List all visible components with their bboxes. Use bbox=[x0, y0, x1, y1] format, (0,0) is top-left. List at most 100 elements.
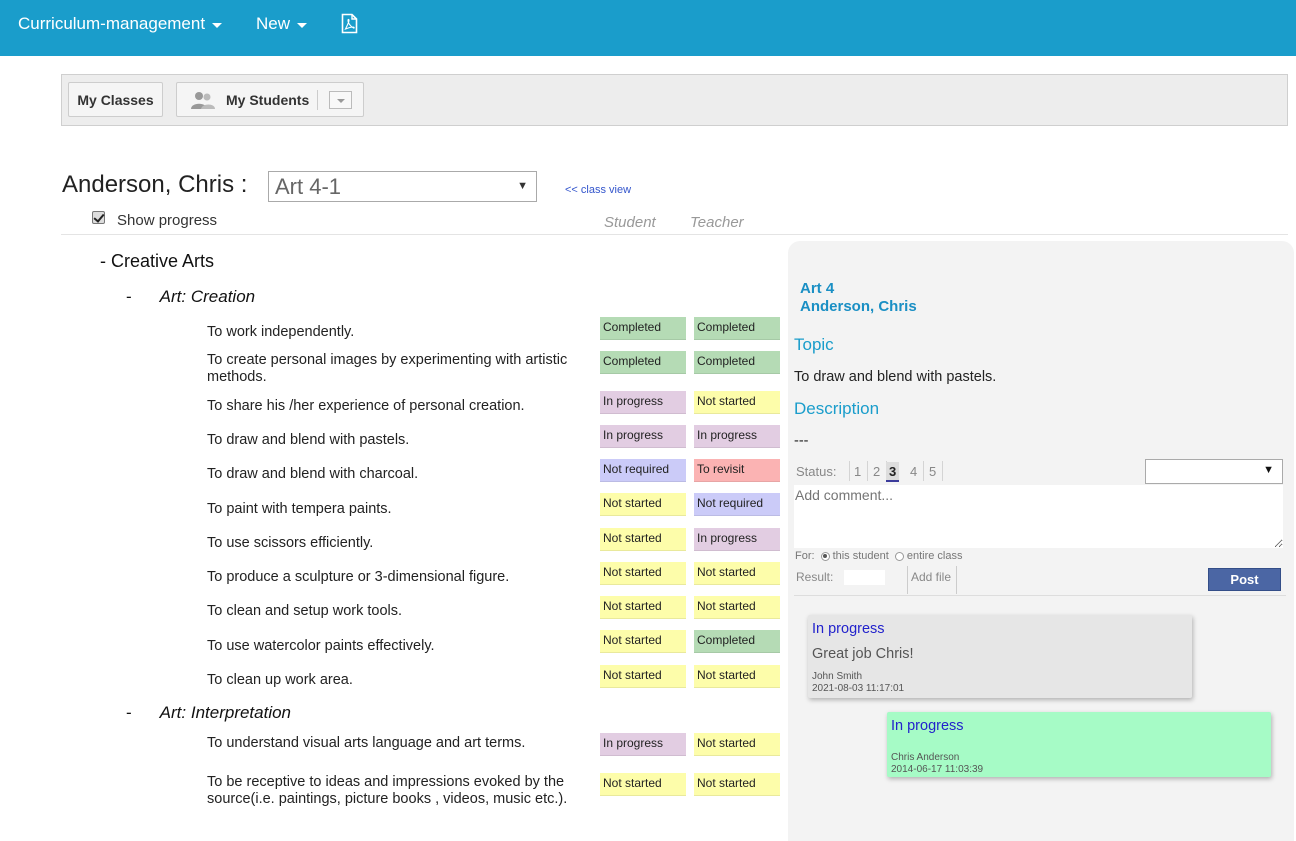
objective-text[interactable]: To use watercolor paints effectively. bbox=[207, 638, 435, 654]
student-status-badge[interactable]: Not started bbox=[600, 665, 686, 688]
show-progress-toggle[interactable]: Show progress bbox=[92, 211, 218, 229]
comment-card: In progress Great job Chris! John Smith … bbox=[808, 615, 1192, 698]
teacher-status-badge[interactable]: To revisit bbox=[694, 459, 780, 482]
panel-student-name: Anderson, Chris bbox=[800, 298, 917, 315]
status-select[interactable] bbox=[1145, 459, 1283, 484]
people-icon bbox=[191, 91, 215, 113]
student-status-badge[interactable]: Completed bbox=[600, 351, 686, 374]
divider bbox=[867, 461, 868, 481]
divider bbox=[61, 234, 1288, 235]
new-menu-label: New bbox=[256, 14, 291, 33]
category-creative-arts[interactable]: - Creative Arts bbox=[100, 251, 215, 271]
post-button[interactable]: Post bbox=[1208, 568, 1281, 591]
objective-text[interactable]: To clean and setup work tools. bbox=[207, 603, 403, 619]
status-level-1[interactable]: 1 bbox=[854, 464, 862, 479]
student-status-badge[interactable]: Not started bbox=[600, 773, 686, 796]
students-dropdown-toggle[interactable] bbox=[329, 91, 352, 109]
teacher-status-badge[interactable]: Not started bbox=[694, 596, 780, 619]
student-status-badge[interactable]: Completed bbox=[600, 317, 686, 340]
student-status-badge[interactable]: Not started bbox=[600, 562, 686, 585]
teacher-status-badge[interactable]: Not started bbox=[694, 733, 780, 756]
description-heading: Description bbox=[794, 399, 880, 418]
student-status-badge[interactable]: Not required bbox=[600, 459, 686, 482]
caret-down-icon bbox=[297, 22, 308, 28]
this-student-label: this student bbox=[832, 550, 889, 562]
comment-timestamp: 2021-08-03 11:17:01 bbox=[812, 683, 905, 694]
comment-author: John Smith bbox=[812, 671, 863, 682]
comment-audience: For: this student entire class bbox=[795, 550, 962, 562]
student-status-badge[interactable]: Not started bbox=[600, 630, 686, 653]
comment-author: Chris Anderson bbox=[891, 752, 960, 763]
student-status-badge[interactable]: In progress bbox=[600, 733, 686, 756]
show-progress-label: Show progress bbox=[117, 212, 218, 229]
entire-class-label: entire class bbox=[906, 550, 963, 562]
objective-text[interactable]: To be receptive to ideas and impressions… bbox=[207, 774, 568, 807]
student-status-badge[interactable]: Not started bbox=[600, 596, 686, 619]
my-classes-button[interactable]: My Classes bbox=[68, 82, 163, 117]
description-text: --- bbox=[794, 433, 809, 449]
teacher-column-header: Teacher bbox=[690, 214, 744, 231]
student-status-badge[interactable]: In progress bbox=[600, 425, 686, 448]
divider bbox=[942, 461, 943, 481]
teacher-status-badge[interactable]: Completed bbox=[694, 351, 780, 374]
topic-heading: Topic bbox=[794, 335, 834, 354]
pdf-file-icon[interactable] bbox=[341, 13, 358, 39]
student-column-header: Student bbox=[604, 214, 656, 231]
comment-status: In progress bbox=[891, 718, 964, 734]
teacher-status-badge[interactable]: Not started bbox=[694, 773, 780, 796]
divider bbox=[849, 461, 850, 481]
divider bbox=[794, 595, 1286, 596]
objective-text[interactable]: To understand visual arts language and a… bbox=[207, 735, 526, 751]
objective-text[interactable]: To clean up work area. bbox=[207, 672, 353, 688]
radio-this-student[interactable] bbox=[820, 551, 830, 561]
objective-text[interactable]: To share his /her experience of personal… bbox=[207, 398, 525, 414]
teacher-status-badge[interactable]: Not started bbox=[694, 665, 780, 688]
teacher-status-badge[interactable]: Not started bbox=[694, 562, 780, 585]
status-level-5[interactable]: 5 bbox=[929, 464, 937, 479]
objective-text[interactable]: To use scissors efficiently. bbox=[207, 535, 374, 551]
class-view-link[interactable]: << class view bbox=[565, 184, 632, 196]
my-students-button[interactable]: My Students bbox=[176, 82, 364, 117]
objective-text[interactable]: To paint with tempera paints. bbox=[207, 501, 392, 517]
status-level-4[interactable]: 4 bbox=[910, 464, 918, 479]
subcategory-title: Art: Interpretation bbox=[159, 703, 292, 722]
collapse-dash[interactable]: - bbox=[126, 703, 132, 722]
panel-class-title: Art 4 bbox=[800, 280, 835, 297]
student-name-heading: Anderson, Chris : bbox=[62, 171, 248, 198]
collapse-dash[interactable]: - bbox=[126, 287, 132, 306]
teacher-status-badge[interactable]: Not started bbox=[694, 391, 780, 414]
checkbox-checked-icon[interactable] bbox=[92, 211, 105, 224]
subcategory-art-interpretation[interactable]: - Art: Interpretation bbox=[126, 703, 291, 723]
objective-text[interactable]: To create personal images by experimenti… bbox=[207, 352, 568, 385]
student-status-badge[interactable]: In progress bbox=[600, 391, 686, 414]
curriculum-management-menu[interactable]: Curriculum-management bbox=[18, 14, 223, 34]
objective-text[interactable]: To produce a sculpture or 3-dimensional … bbox=[207, 569, 510, 585]
teacher-status-badge[interactable]: In progress bbox=[694, 528, 780, 551]
result-input[interactable] bbox=[844, 570, 885, 585]
status-label: Status: bbox=[796, 464, 837, 479]
objective-text[interactable]: To work independently. bbox=[207, 324, 355, 340]
teacher-status-badge[interactable]: Completed bbox=[694, 317, 780, 340]
objective-text[interactable]: To draw and blend with pastels. bbox=[207, 432, 410, 448]
student-status-badge[interactable]: Not started bbox=[600, 528, 686, 551]
topic-text: To draw and blend with pastels. bbox=[794, 369, 997, 385]
objective-text[interactable]: To draw and blend with charcoal. bbox=[207, 466, 419, 482]
comment-timestamp: 2014-06-17 11:03:39 bbox=[891, 764, 984, 775]
status-level-2[interactable]: 2 bbox=[873, 464, 881, 479]
student-status-badge[interactable]: Not started bbox=[600, 493, 686, 516]
class-select[interactable]: Art 4-1 ▼ bbox=[268, 171, 537, 202]
status-level-3[interactable]: 3 bbox=[886, 462, 900, 482]
radio-entire-class[interactable] bbox=[894, 551, 904, 561]
divider bbox=[923, 461, 924, 481]
comment-text: Great job Chris! bbox=[812, 646, 914, 662]
teacher-status-badge[interactable]: Completed bbox=[694, 630, 780, 653]
comment-input[interactable] bbox=[794, 485, 1283, 548]
add-file-button[interactable]: Add file bbox=[907, 566, 957, 594]
teacher-status-badge[interactable]: Not required bbox=[694, 493, 780, 516]
new-menu[interactable]: New bbox=[256, 14, 308, 34]
subcategory-art-creation[interactable]: - Art: Creation bbox=[126, 287, 255, 307]
top-navbar: Curriculum-management New bbox=[0, 0, 1296, 56]
my-students-label: My Students bbox=[226, 92, 310, 108]
caret-down-icon bbox=[212, 22, 223, 28]
teacher-status-badge[interactable]: In progress bbox=[694, 425, 780, 448]
